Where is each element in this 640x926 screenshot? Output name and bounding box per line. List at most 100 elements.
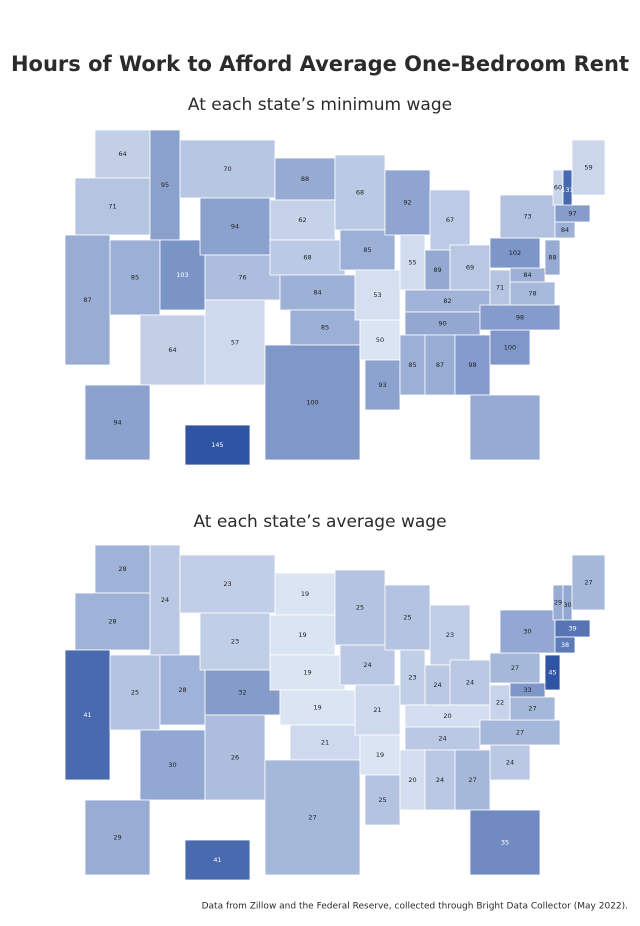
state — [544, 654, 561, 691]
state — [159, 654, 206, 726]
state — [264, 759, 361, 876]
state — [571, 554, 606, 611]
state-value-label: 30 — [563, 601, 571, 609]
state-value-label: 19 — [303, 669, 311, 677]
state — [269, 614, 336, 656]
state-value-label: 97 — [568, 210, 576, 218]
state — [109, 239, 161, 316]
state-value-label: 76 — [238, 274, 246, 282]
state — [384, 169, 431, 236]
state — [334, 154, 386, 231]
state-value-label: 62 — [298, 216, 306, 224]
state-value-label: 64 — [168, 346, 176, 354]
state — [84, 799, 151, 876]
state-value-label: 70 — [223, 165, 231, 173]
state — [289, 724, 361, 761]
state — [274, 572, 336, 616]
state — [354, 269, 401, 321]
state-value-label: 19 — [313, 704, 321, 712]
state-value-label: 32 — [238, 689, 246, 697]
state-value-label: 71 — [108, 203, 116, 211]
state-value-label: 103 — [176, 271, 188, 279]
state-value-label: 19 — [376, 751, 384, 759]
state-value-label: 87 — [436, 361, 444, 369]
state-value-label: 85 — [131, 274, 139, 282]
state-value-label: 71 — [496, 284, 504, 292]
state — [454, 334, 491, 396]
map-subtitle: At each state’s minimum wage — [188, 95, 452, 115]
state — [269, 239, 346, 276]
state-value-label: 69 — [466, 264, 474, 272]
state-value-label: 82 — [443, 297, 451, 305]
state-value-label: 25 — [356, 604, 364, 612]
state — [489, 329, 531, 366]
state-value-label: 25 — [131, 689, 139, 697]
state — [179, 139, 276, 199]
state — [479, 719, 561, 746]
state-value-label: 38 — [561, 641, 569, 649]
state-value-label: 22 — [496, 699, 504, 707]
state-value-label: 21 — [321, 739, 329, 747]
state — [399, 334, 426, 396]
state-value-label: 24 — [438, 735, 446, 743]
state — [449, 244, 491, 291]
state-value-label: 19 — [298, 631, 306, 639]
state-value-label: 100 — [306, 399, 318, 407]
map-subtitle: At each state’s average wage — [193, 512, 446, 532]
state — [184, 839, 251, 881]
state-value-label: 73 — [523, 213, 531, 221]
state-value-label: 85 — [321, 324, 329, 332]
state — [554, 636, 576, 654]
state — [139, 314, 206, 386]
state — [289, 309, 361, 346]
state-value-label: 55 — [408, 259, 416, 267]
state — [64, 234, 111, 366]
state-value-label: 53 — [373, 291, 381, 299]
state-value-label: 27 — [584, 579, 592, 587]
state — [204, 669, 281, 716]
state-value-label: 102 — [509, 249, 521, 257]
state-value-label: 23 — [231, 638, 239, 646]
state — [179, 554, 276, 614]
state — [94, 544, 151, 594]
state-value-label: 24 — [506, 759, 514, 767]
state — [269, 654, 346, 691]
state-value-label: 87 — [83, 296, 91, 304]
state — [64, 649, 111, 781]
state — [204, 254, 281, 301]
state-value-label: 60 — [554, 184, 562, 192]
state-value-label: 94 — [231, 223, 239, 231]
state-value-label: 23 — [223, 580, 231, 588]
state-value-label: 59 — [584, 164, 592, 172]
state-value-label: 145 — [211, 441, 223, 449]
state-value-label: 84 — [313, 289, 321, 297]
state — [364, 774, 401, 826]
state-value-label: 84 — [523, 271, 531, 279]
state — [359, 734, 401, 776]
state — [339, 644, 396, 686]
state — [204, 299, 266, 386]
state — [469, 809, 541, 876]
state — [74, 177, 151, 236]
state-value-label: 88 — [548, 254, 556, 262]
state-value-label: 67 — [446, 216, 454, 224]
state-value-label: 85 — [408, 361, 416, 369]
state-value-label: 20 — [443, 712, 451, 720]
state-value-label: 41 — [213, 856, 221, 864]
state-value-label: 24 — [466, 679, 474, 687]
state-value-label: 94 — [113, 419, 121, 427]
state-value-label: 45 — [548, 669, 556, 677]
state — [571, 139, 606, 196]
state — [489, 744, 531, 781]
state-value-label: 23 — [408, 674, 416, 682]
state — [359, 319, 401, 361]
footnote: Data from Zillow and the Federal Reserve… — [202, 902, 628, 912]
state-value-label: 27 — [468, 776, 476, 784]
state — [364, 359, 401, 411]
state — [399, 649, 426, 706]
state-value-label: 93 — [378, 381, 386, 389]
title: Hours of Work to Afford Average One-Bedr… — [11, 52, 629, 76]
state-value-label: 100 — [504, 344, 516, 352]
state-value-label: 41 — [83, 711, 91, 719]
state — [429, 604, 471, 666]
